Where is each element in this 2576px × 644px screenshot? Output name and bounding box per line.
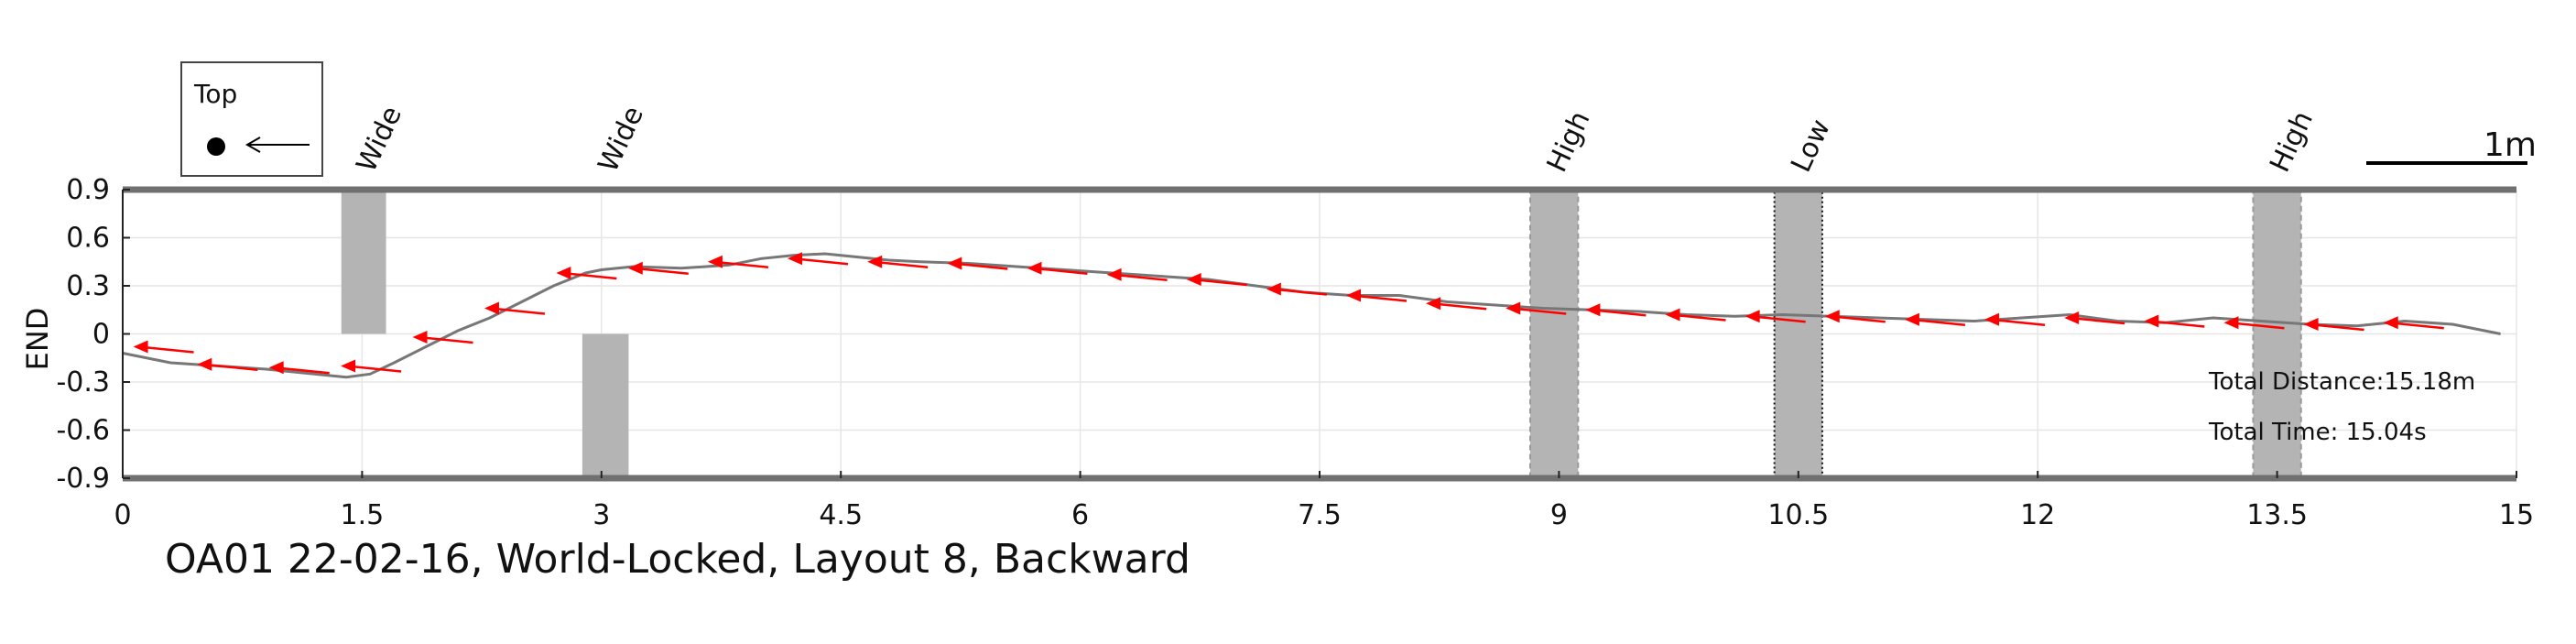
x-tick-label: 0 bbox=[114, 499, 131, 531]
heading-arrow bbox=[2144, 314, 2205, 328]
heading-arrow bbox=[627, 261, 689, 275]
heading-arrow bbox=[2303, 318, 2364, 332]
heading-arrow bbox=[556, 267, 617, 280]
heading-arrow bbox=[1186, 273, 1247, 287]
y-tick-label: 0.6 bbox=[66, 223, 110, 255]
obstacle-label: High bbox=[2264, 106, 2320, 177]
heading-arrow bbox=[1345, 289, 1408, 302]
obstacle-region bbox=[341, 190, 386, 334]
y-tick-label: 0.9 bbox=[66, 174, 110, 206]
y-tick-label: 0 bbox=[92, 319, 110, 351]
heading-arrow bbox=[1984, 312, 2046, 326]
legend-box: Top bbox=[180, 61, 323, 177]
heading-arrow bbox=[1106, 267, 1168, 281]
total-distance-annotation: Total Distance:15.18m bbox=[2208, 368, 2475, 396]
heading-arrow bbox=[947, 257, 1008, 270]
heading-arrow bbox=[1665, 308, 1726, 322]
obstacle-region bbox=[1529, 189, 1580, 479]
obstacle-labels: Wide Wide High Low High bbox=[351, 102, 2320, 178]
x-tick-label: 6 bbox=[1071, 499, 1089, 531]
heading-arrow bbox=[1745, 310, 1806, 323]
scale-bar-label: 1m bbox=[2484, 126, 2537, 164]
x-tick-label: 3 bbox=[592, 499, 610, 531]
heading-arrow bbox=[341, 359, 402, 373]
legend-label: Top bbox=[193, 79, 237, 109]
heading-arrow bbox=[1505, 301, 1567, 315]
heading-arrow bbox=[1266, 282, 1327, 296]
trajectory-line-layer bbox=[122, 252, 2501, 379]
obstacle-label: High bbox=[1541, 106, 1597, 177]
position-marker-icon bbox=[207, 137, 225, 156]
trajectory-line bbox=[122, 252, 2501, 379]
obstacle-label: Wide bbox=[351, 102, 408, 178]
scale-bar: 1m bbox=[2366, 126, 2537, 165]
left-arrow-icon bbox=[245, 136, 310, 153]
y-tick-label: -0.3 bbox=[56, 366, 110, 398]
x-tick-label: 9 bbox=[1550, 499, 1568, 531]
heading-arrow bbox=[484, 301, 546, 315]
chart-title: OA01 22-02-16, World-Locked, Layout 8, B… bbox=[165, 536, 1190, 583]
x-tick-label: 10.5 bbox=[1767, 499, 1829, 531]
obstacle-label: Wide bbox=[592, 102, 650, 178]
heading-arrow bbox=[1824, 310, 1886, 323]
heading-arrow bbox=[2383, 316, 2444, 330]
obstacle-region bbox=[582, 333, 629, 478]
y-tick-label: -0.6 bbox=[56, 415, 110, 447]
heading-arrow bbox=[197, 357, 258, 371]
obstacle-label: Low bbox=[1785, 115, 1837, 177]
heading-arrow bbox=[788, 252, 849, 266]
heading-arrow bbox=[268, 361, 330, 375]
total-time-annotation: Total Time: 15.04s bbox=[2208, 419, 2427, 446]
heading-arrow bbox=[1585, 303, 1647, 317]
obstacle-region bbox=[1773, 189, 1823, 479]
heading-arrows bbox=[133, 252, 2444, 375]
heading-arrow bbox=[1027, 261, 1088, 275]
y-axis-label: END bbox=[20, 308, 55, 371]
heading-arrow bbox=[1904, 312, 1966, 326]
axis-ticks: 0 1.5 3 4.5 6 7.5 9 10.5 12 13.5 15 0.9 0.6 0.3 0 -0.3 -… bbox=[56, 174, 2534, 531]
y-tick-label: 0.3 bbox=[66, 270, 110, 302]
x-tick-label: 13.5 bbox=[2246, 499, 2308, 531]
heading-arrow bbox=[867, 255, 929, 268]
y-tick-label: -0.9 bbox=[56, 463, 110, 495]
x-tick-label: 1.5 bbox=[341, 499, 385, 531]
x-tick-label: 12 bbox=[2020, 499, 2055, 531]
heading-arrow bbox=[1426, 297, 1487, 311]
grid-lines bbox=[122, 189, 2517, 479]
heading-arrow bbox=[2223, 316, 2285, 330]
x-tick-label: 7.5 bbox=[1298, 499, 1342, 531]
x-tick-label: 4.5 bbox=[819, 499, 863, 531]
heading-arrow bbox=[412, 331, 473, 344]
heading-arrow bbox=[2064, 311, 2125, 325]
x-tick-label: 15 bbox=[2499, 499, 2534, 531]
heading-arrow bbox=[707, 255, 769, 268]
heading-arrow bbox=[133, 340, 194, 354]
